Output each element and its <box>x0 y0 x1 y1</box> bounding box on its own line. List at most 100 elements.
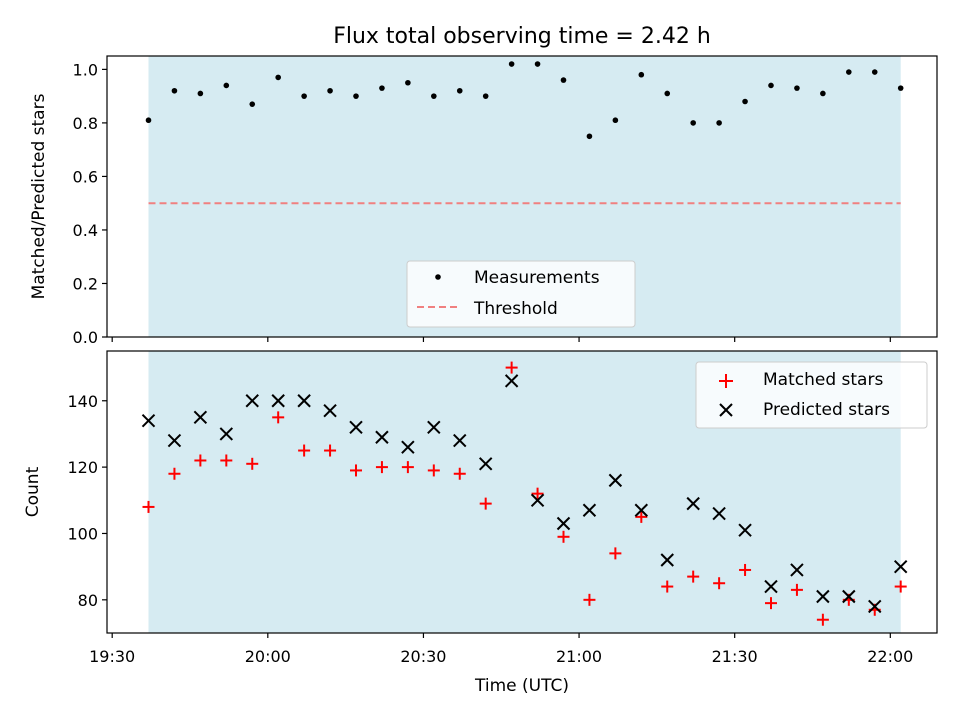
top-ytick-label: 0.8 <box>73 114 98 133</box>
legend-matched-marker <box>719 374 733 388</box>
measurement-point <box>560 77 567 83</box>
matched-star-point <box>272 411 285 424</box>
matched-star-point <box>350 464 362 477</box>
bottom-ytick-label: 80 <box>78 591 98 610</box>
xtick-label: 20:00 <box>245 647 291 666</box>
measurement-point <box>379 85 385 91</box>
legend-matched-label: Matched stars <box>763 370 883 390</box>
measurement-point <box>846 69 852 75</box>
top-x-ticks <box>111 337 891 342</box>
bottom-x-ticks: 19:30 20:00 20:30 21:00 21:30 22:00 <box>89 633 913 666</box>
measurement-point <box>482 93 489 99</box>
matched-star-point <box>453 467 466 480</box>
matched-star-point <box>583 593 596 606</box>
measurement-point <box>223 82 230 89</box>
xtick-label: 21:30 <box>712 647 758 666</box>
measurement-point <box>742 98 748 105</box>
predicted-star-point <box>375 430 389 444</box>
predicted-star-point <box>478 457 493 471</box>
predicted-star-point <box>556 516 571 531</box>
measurement-point <box>431 93 437 99</box>
top-y-axis-label: Matched/Predicted stars <box>29 93 49 299</box>
predicted-star-point <box>764 579 778 594</box>
matched-star-point <box>168 467 181 480</box>
top-axes-frame <box>106 55 938 338</box>
predicted-star-point <box>401 440 415 454</box>
bottom-y-ticks: 80 100 120 140 <box>67 392 107 610</box>
predicted-star-point <box>297 394 311 408</box>
bottom-ytick-label: 100 <box>67 524 98 543</box>
predicted-star-point <box>582 503 597 517</box>
predicted-star-point <box>712 506 726 521</box>
measurement-point <box>716 120 722 126</box>
xtick-label: 19:30 <box>89 647 135 666</box>
measurement-point <box>508 61 515 67</box>
predicted-star-point <box>427 420 441 435</box>
predicted-star-point <box>167 433 182 448</box>
measurement-point <box>275 74 281 81</box>
matched-star-point <box>220 454 233 467</box>
matched-star-point <box>324 444 337 457</box>
matched-star-point <box>609 547 622 560</box>
measurement-point <box>327 87 333 94</box>
bottom-axes-frame <box>106 350 938 634</box>
predicted-star-point <box>634 503 649 517</box>
matched-star-point <box>557 530 570 543</box>
predicted-star-point <box>893 559 908 574</box>
measurement-point <box>197 90 204 97</box>
predicted-star-point <box>453 433 467 448</box>
top-legend: Measurements Threshold <box>406 260 636 328</box>
top-ytick-label: 0.0 <box>73 328 98 347</box>
bottom-legend-box <box>695 361 928 429</box>
predicted-star-point <box>790 563 804 577</box>
matched-star-point <box>661 580 674 593</box>
matched-star-point <box>894 580 907 593</box>
measurement-point <box>871 69 878 75</box>
matched-star-point <box>739 563 752 576</box>
predicted-star-point <box>816 589 830 604</box>
predicted-star-point <box>193 410 208 425</box>
matched-star-point <box>713 577 726 590</box>
legend-predicted-marker <box>719 403 733 417</box>
legend-threshold-label: Threshold <box>473 299 558 319</box>
measurement-point <box>456 87 463 94</box>
top-ytick-label: 0.4 <box>73 221 98 240</box>
bottom-ytick-label: 120 <box>67 458 98 477</box>
x-axis-label: Time (UTC) <box>474 676 569 696</box>
legend-measurements-marker <box>435 274 441 280</box>
measurement-point <box>690 120 696 126</box>
matched-star-point <box>765 597 777 610</box>
measurement-point <box>586 133 593 140</box>
top-ytick-label: 1.0 <box>73 60 98 79</box>
measurement-point <box>664 90 671 97</box>
legend-predicted-label: Predicted stars <box>763 400 890 420</box>
xtick-label: 21:00 <box>556 647 602 666</box>
chart-title: Flux total observing time = 2.42 h <box>333 24 711 49</box>
matched-star-point <box>375 461 388 474</box>
measurement-point <box>301 93 307 99</box>
predicted-star-point <box>219 427 234 441</box>
predicted-star-point <box>504 374 519 388</box>
top-ytick-label: 0.2 <box>73 274 98 293</box>
predicted-star-point <box>842 589 856 604</box>
measurement-points <box>145 61 904 140</box>
measurement-point <box>171 87 178 94</box>
measurement-point <box>405 79 411 86</box>
top-panel: 0.0 0.2 0.4 0.6 0.8 1.0 Matched/Predicted sta… <box>29 55 938 347</box>
measurement-point <box>353 93 359 99</box>
matched-star-point <box>479 497 492 510</box>
predicted-star-point <box>271 394 285 408</box>
measurement-point <box>794 85 800 91</box>
matched-star-point <box>790 583 803 596</box>
matched-stars-points <box>142 361 907 626</box>
top-y-ticks: 0.0 0.2 0.4 0.6 0.8 1.0 <box>73 60 107 347</box>
matched-star-point <box>816 613 829 626</box>
predicted-star-point <box>660 553 674 567</box>
matched-star-point <box>531 487 544 500</box>
measurement-point <box>897 85 904 91</box>
xtick-label: 20:30 <box>400 647 446 666</box>
predicted-star-point <box>868 599 882 614</box>
predicted-star-point <box>608 473 623 488</box>
top-legend-box <box>406 260 636 328</box>
bottom-y-axis-label: Count <box>23 466 43 517</box>
